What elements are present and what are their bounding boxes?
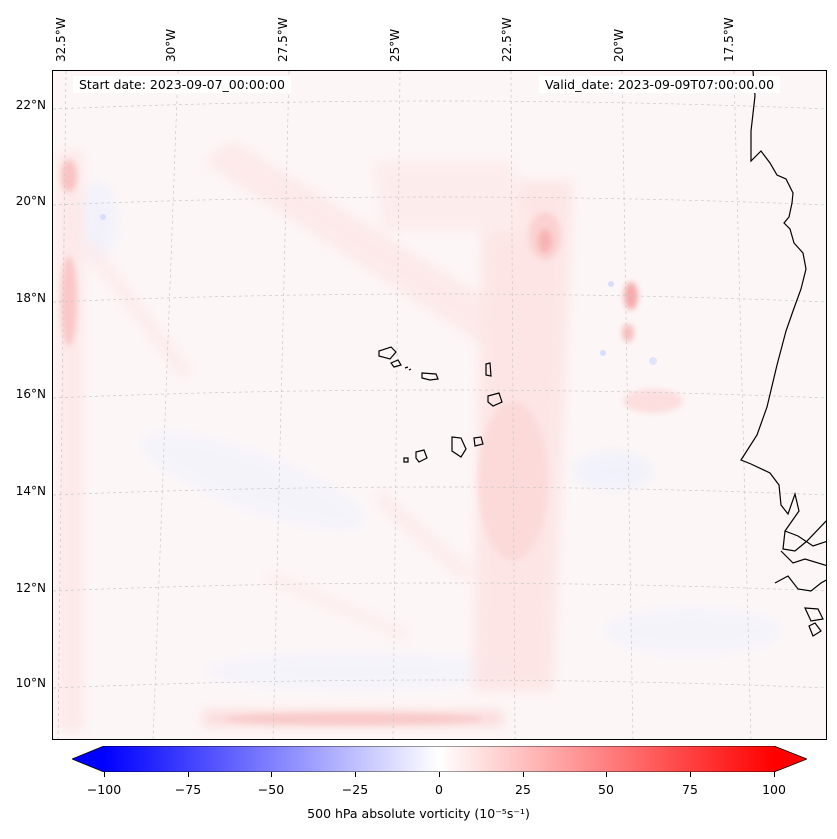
colorbar-tickmark xyxy=(690,772,691,777)
vorticity-field xyxy=(53,71,826,739)
lon-label-20w: 20°W xyxy=(612,28,626,62)
colorbar-tickmark xyxy=(355,772,356,777)
colorbar-tick-label: 75 xyxy=(682,782,698,797)
lon-label-17-5w: 17.5°W xyxy=(722,17,736,62)
valid-date-label: Valid_date: 2023-09-09T07:00:00.00 xyxy=(539,76,781,93)
lat-label-16n: 16°N xyxy=(15,387,46,401)
colorbar-tick-label: 0 xyxy=(435,782,443,797)
colorbar xyxy=(72,746,807,772)
lon-label-32-5w: 32.5°W xyxy=(54,17,68,62)
colorbar-tickmark xyxy=(523,772,524,777)
colorbar-tickmark xyxy=(104,772,105,777)
blue-spot xyxy=(608,281,614,287)
lon-label-22-5w: 22.5°W xyxy=(500,17,514,62)
colorbar-tick-label: −25 xyxy=(341,782,369,797)
colorbar-title: 500 hPa absolute vorticity (10⁻⁵s⁻¹) xyxy=(307,806,530,821)
blue-spot xyxy=(649,357,657,365)
lon-label-25w: 25°W xyxy=(388,28,402,62)
graticule xyxy=(53,71,826,739)
lat-label-10n: 10°N xyxy=(15,676,46,690)
blue-spot xyxy=(100,214,106,220)
lon-label-27-5w: 27.5°W xyxy=(276,17,290,62)
colorbar-tickmark xyxy=(271,772,272,777)
lat-label-14n: 14°N xyxy=(15,484,46,498)
african-coastline xyxy=(740,71,826,637)
cape-verde-islands xyxy=(378,346,503,463)
colorbar-tick-label: 50 xyxy=(598,782,614,797)
colorbar-gradient xyxy=(104,746,774,772)
vorticity-map xyxy=(52,70,827,740)
colorbar-tickmark xyxy=(439,772,440,777)
colorbar-min-extension xyxy=(72,746,104,772)
colorbar-tick-label: −50 xyxy=(257,782,285,797)
colorbar-tickmark xyxy=(774,772,775,777)
colorbar-tick-label: −75 xyxy=(174,782,202,797)
lat-label-22n: 22°N xyxy=(15,98,46,112)
colorbar-tick-label: 25 xyxy=(515,782,531,797)
lat-label-12n: 12°N xyxy=(15,581,46,595)
lon-label-30w: 30°W xyxy=(164,28,178,62)
lat-label-18n: 18°N xyxy=(15,291,46,305)
colorbar-max-extension xyxy=(774,746,807,772)
start-date-label: Start date: 2023-09-07_00:00:00 xyxy=(73,76,291,93)
colorbar-tickmark xyxy=(606,772,607,777)
negative-vorticity-areas xyxy=(78,181,783,691)
lat-label-20n: 20°N xyxy=(15,194,46,208)
vorticity-maxima xyxy=(61,160,683,725)
colorbar-tick-label: 100 xyxy=(762,782,786,797)
blue-spot xyxy=(600,350,606,356)
colorbar-tick-label: −100 xyxy=(86,782,122,797)
colorbar-tickmark xyxy=(188,772,189,777)
